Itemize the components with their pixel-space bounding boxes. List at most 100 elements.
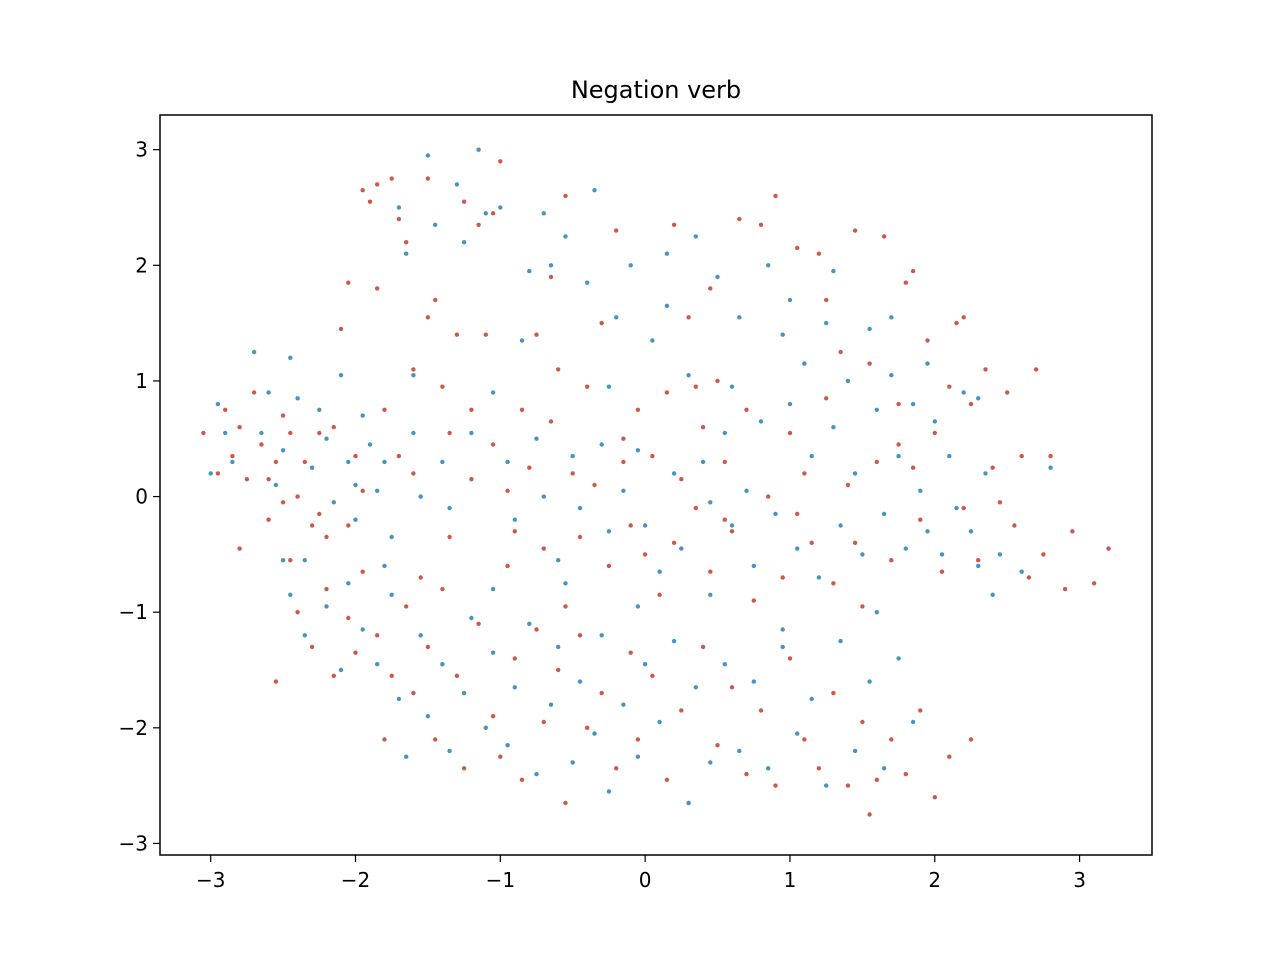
- scatter-point: [346, 581, 351, 586]
- scatter-point: [505, 743, 510, 748]
- scatter-point: [889, 558, 894, 563]
- scatter-point: [585, 384, 590, 389]
- scatter-point: [1062, 586, 1068, 592]
- scatter-point: [382, 459, 387, 465]
- scatter-point: [237, 546, 242, 551]
- scatter-point: [411, 471, 416, 476]
- scatter-point: [375, 488, 380, 493]
- scatter-point: [556, 644, 561, 650]
- scatter-point: [614, 766, 619, 771]
- scatter-point: [389, 176, 394, 181]
- scatter-point: [874, 610, 879, 615]
- scatter-point: [259, 442, 264, 447]
- scatter-point: [787, 430, 793, 436]
- scatter-point: [671, 638, 677, 644]
- scatter-point: [621, 702, 626, 707]
- scatter-point: [809, 696, 814, 702]
- scatter-point: [324, 436, 329, 441]
- scatter-point: [896, 442, 901, 447]
- scatter-point: [396, 696, 402, 702]
- scatter-point: [845, 378, 851, 384]
- scatter-point: [1005, 390, 1010, 395]
- scatter-point: [809, 540, 814, 545]
- scatter-point: [650, 453, 655, 459]
- scatter-point: [715, 743, 720, 748]
- scatter-point: [824, 783, 829, 788]
- scatter-point: [476, 147, 481, 152]
- scatter-point: [360, 488, 365, 493]
- scatter-point: [954, 320, 959, 326]
- scatter-point: [490, 586, 496, 592]
- scatter-point: [512, 685, 517, 690]
- scatter-point: [389, 673, 394, 678]
- scatter-point: [266, 390, 271, 395]
- scatter-point: [295, 396, 300, 401]
- scatter-point: [490, 211, 496, 216]
- scatter-point: [592, 188, 597, 193]
- scatter-point: [425, 644, 431, 650]
- scatter-point: [259, 430, 264, 436]
- scatter-point: [563, 234, 568, 239]
- scatter-point: [527, 621, 532, 626]
- scatter-point: [469, 407, 474, 412]
- scatter-point: [852, 471, 858, 476]
- scatter-point: [302, 633, 307, 638]
- scatter-point: [447, 534, 452, 540]
- scatter-point: [288, 558, 293, 563]
- scatter-point: [751, 598, 756, 603]
- scatter-point: [773, 511, 778, 517]
- scatter-point: [548, 274, 554, 280]
- scatter-point: [411, 367, 416, 372]
- scatter-point: [889, 315, 894, 320]
- scatter-point: [961, 315, 966, 320]
- scatter-point: [273, 482, 279, 488]
- scatter-point: [816, 251, 822, 256]
- scatter-point: [1048, 465, 1053, 470]
- scatter-point: [802, 361, 807, 366]
- scatter-point: [389, 534, 394, 540]
- scatter-point: [642, 552, 648, 557]
- scatter-point: [693, 234, 698, 239]
- scatter-point: [766, 494, 771, 499]
- scatter-point: [425, 315, 431, 320]
- scatter-point: [874, 459, 879, 465]
- scatter-point: [780, 644, 785, 650]
- scatter-point: [961, 505, 966, 511]
- scatter-point: [766, 263, 771, 268]
- scatter-point: [396, 453, 402, 459]
- scatter-point: [266, 477, 271, 482]
- scatter-point: [947, 384, 952, 389]
- scatter-point: [628, 650, 633, 655]
- scatter-point: [729, 685, 735, 690]
- scatter-point: [932, 795, 937, 800]
- scatter-point: [693, 384, 698, 389]
- scatter-point: [867, 812, 872, 817]
- scatter-point: [280, 500, 286, 505]
- scatter-point: [534, 771, 539, 777]
- scatter-point: [541, 494, 546, 499]
- scatter-point: [650, 673, 655, 678]
- x-axis: −3 −2 −1 0 1 2 3: [196, 855, 1086, 892]
- scatter-point: [671, 540, 677, 545]
- scatter-point: [570, 760, 575, 765]
- scatter-point: [519, 777, 525, 782]
- scatter-point: [874, 407, 879, 412]
- scatter-point: [353, 517, 358, 522]
- scatter-point: [824, 396, 829, 401]
- scatter-point: [838, 523, 843, 528]
- scatter-point: [947, 754, 952, 759]
- scatter-point: [447, 505, 452, 511]
- scatter-point: [548, 702, 554, 707]
- scatter-point: [309, 644, 315, 650]
- scatter-point: [773, 193, 778, 199]
- scatter-point: [411, 430, 416, 436]
- scatter-point: [375, 633, 380, 638]
- scatter-point: [758, 222, 764, 227]
- scatter-point: [483, 211, 488, 216]
- scatter-point: [903, 546, 908, 551]
- scatter-point: [338, 326, 344, 332]
- scatter-point: [708, 500, 713, 505]
- scatter-point: [729, 529, 735, 534]
- scatter-point: [483, 332, 488, 337]
